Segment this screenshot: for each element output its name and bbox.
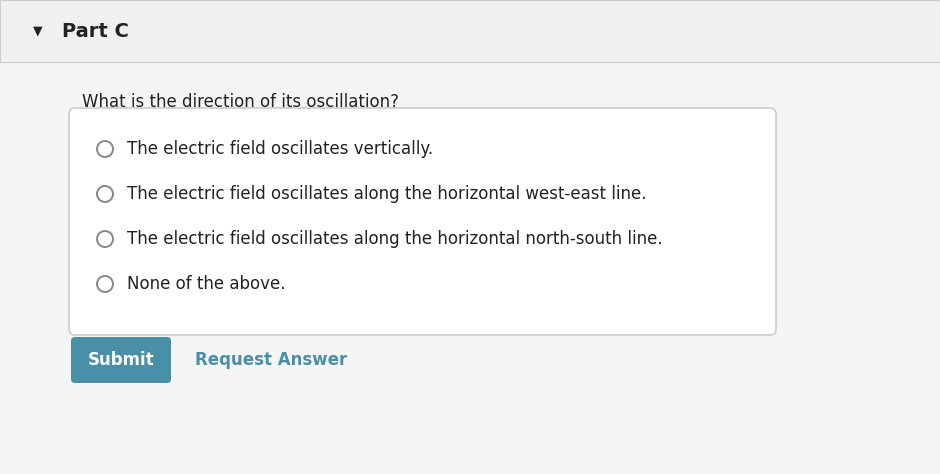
Text: The electric field oscillates vertically.: The electric field oscillates vertically… (127, 140, 433, 158)
Text: The electric field oscillates along the horizontal north-south line.: The electric field oscillates along the … (127, 230, 663, 248)
FancyBboxPatch shape (0, 0, 940, 62)
Text: None of the above.: None of the above. (127, 275, 286, 293)
FancyBboxPatch shape (71, 337, 171, 383)
FancyBboxPatch shape (69, 108, 776, 335)
Text: The electric field oscillates along the horizontal west-east line.: The electric field oscillates along the … (127, 185, 647, 203)
Text: Request Answer: Request Answer (195, 351, 347, 369)
Text: What is the direction of its oscillation?: What is the direction of its oscillation… (82, 93, 399, 111)
Text: Submit: Submit (87, 351, 154, 369)
Text: Part C: Part C (62, 21, 129, 40)
Text: ▼: ▼ (33, 25, 43, 37)
